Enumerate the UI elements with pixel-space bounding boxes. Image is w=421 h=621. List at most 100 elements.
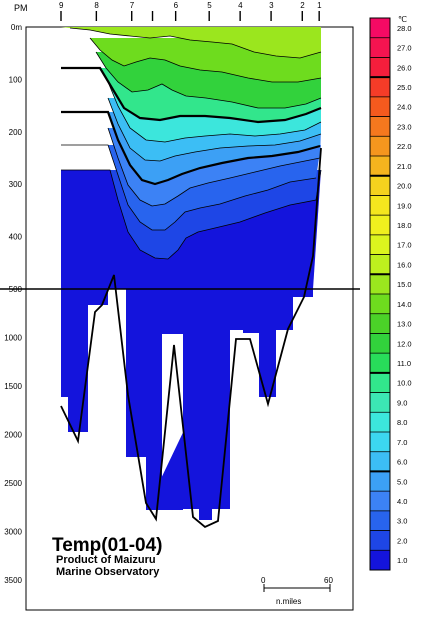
depth-label: 500 — [9, 285, 23, 294]
colorbar-cell — [370, 136, 390, 156]
depth-axis: 0m 100 200 300 400 500 1000 1500 2000 2500 3000 350… — [4, 23, 22, 585]
colorbar-unit: ℃ — [398, 15, 407, 24]
depth-label: 2500 — [4, 479, 22, 488]
temperature-colorbar: ℃ 1.0 2.0 3.0 4.0 5.0 6.0 7.0 8.0 9.0 10.0 11.0 12.… — [369, 15, 412, 571]
depth-label: 100 — [9, 75, 23, 84]
station-label: 2 — [300, 1, 305, 10]
colorbar-cell — [370, 195, 390, 216]
colorbar-label: 23.0 — [397, 122, 412, 131]
colorbar-cell — [370, 353, 390, 373]
colorbar-cell — [370, 412, 390, 432]
colorbar-label: 1.0 — [397, 556, 407, 565]
station-label: 9 — [59, 1, 64, 10]
station-axis: PM 9 8 7 6 5 4 3 2 1 — [14, 1, 322, 21]
title-block: Temp(01-04) Product of Maizuru Marine Ob… — [52, 535, 163, 578]
colorbar-cell — [370, 77, 390, 97]
producer-line-1: Product of Maizuru — [56, 554, 156, 566]
colorbar-label: 3.0 — [397, 517, 407, 526]
colorbar-label: 16.0 — [397, 260, 412, 269]
bottom-profile — [60, 147, 322, 529]
isotherm — [89, 37, 322, 83]
chart-title: Temp(01-04) — [52, 535, 163, 556]
colorbar-label: 22.0 — [397, 142, 412, 151]
colorbar-label: 11.0 — [397, 359, 411, 368]
isotherm — [95, 51, 322, 109]
colorbar-label: 19.0 — [397, 201, 412, 210]
colorbar-cell — [370, 274, 390, 294]
colorbar-label: 13.0 — [397, 320, 412, 329]
depth-label: 0m — [11, 23, 22, 32]
colorbar-cell — [370, 313, 390, 334]
scale-start-label: 0 — [261, 576, 266, 585]
bold-isotherms — [61, 66, 322, 186]
section-body — [60, 27, 322, 529]
colorbar-cell — [370, 215, 390, 235]
depth-label: 2000 — [4, 431, 22, 440]
colorbar-label: 17.0 — [397, 241, 412, 250]
colorbar-cell — [370, 116, 390, 137]
station-label: 4 — [238, 1, 243, 10]
colorbar-label: 7.0 — [397, 438, 407, 447]
colorbar-label: 21.0 — [397, 162, 412, 171]
colorbar-cell — [370, 175, 390, 196]
colorbar-label: 9.0 — [397, 398, 407, 407]
station-label: 5 — [207, 1, 212, 10]
station-label: 3 — [269, 1, 274, 10]
colorbar-label: 8.0 — [397, 418, 407, 427]
colorbar-label: 12.0 — [397, 339, 412, 348]
station-label: 6 — [174, 1, 179, 10]
colorbar-cell — [370, 156, 390, 176]
colorbar-label: 6.0 — [397, 458, 407, 467]
distance-scale-bar: 0 60 n.miles — [261, 576, 333, 606]
colorbar-cell — [370, 96, 390, 117]
colorbar-label: 26.0 — [397, 63, 412, 72]
colorbar-label: 28.0 — [397, 24, 412, 33]
colorbar-cell — [370, 333, 390, 354]
isotherm — [107, 97, 322, 162]
isotherm-5c — [61, 110, 321, 186]
colorbar-cell — [370, 510, 390, 531]
scale-end-label: 60 — [324, 576, 333, 585]
deep-water-area-fill — [61, 259, 313, 520]
station-axis-label: PM — [14, 3, 28, 13]
station-label: 8 — [94, 1, 99, 10]
colorbar-cell — [370, 392, 390, 413]
colorbar-cell — [370, 471, 390, 492]
colorbar-cell — [370, 57, 390, 78]
colorbar-frame — [369, 17, 391, 571]
colorbar-cell — [370, 294, 390, 314]
depth-label: 300 — [9, 180, 23, 189]
depth-label: 3000 — [4, 528, 22, 537]
colorbar-label: 20.0 — [397, 182, 412, 191]
colorbar-label: 2.0 — [397, 536, 407, 545]
scale-unit-label: n.miles — [276, 597, 301, 606]
depth-label: 400 — [9, 233, 23, 242]
station-label: 1 — [317, 1, 322, 10]
producer-line-2: Marine Observatory — [56, 566, 160, 578]
colorbar-label: 27.0 — [397, 44, 412, 53]
colorbar-label: 25.0 — [397, 83, 412, 92]
colorbar-label: 4.0 — [397, 497, 407, 506]
depth-label: 1000 — [4, 334, 22, 343]
isotherm — [69, 27, 322, 59]
colorbar-label: 15.0 — [397, 280, 412, 289]
colorbar-cell — [370, 432, 390, 452]
colorbar-cell — [370, 254, 390, 275]
colorbar-label: 10.0 — [397, 379, 412, 388]
colorbar-label: 5.0 — [397, 477, 407, 486]
colorbar-cell — [370, 491, 390, 511]
isotherm-10c — [61, 66, 322, 124]
station-label: 7 — [130, 1, 135, 10]
colorbar-cell — [370, 550, 390, 570]
depth-label: 200 — [9, 128, 23, 137]
colorbar-label: 24.0 — [397, 103, 412, 112]
isotherm — [107, 127, 321, 207]
isotherm — [107, 81, 322, 143]
colorbar-label: 18.0 — [397, 221, 412, 230]
depth-label: 1500 — [4, 382, 22, 391]
colorbar-label: 14.0 — [397, 300, 412, 309]
colorbar-cell — [370, 234, 390, 255]
isotherm — [61, 144, 317, 231]
colorbar-cell — [370, 372, 390, 393]
colorbar-cell — [370, 451, 390, 472]
